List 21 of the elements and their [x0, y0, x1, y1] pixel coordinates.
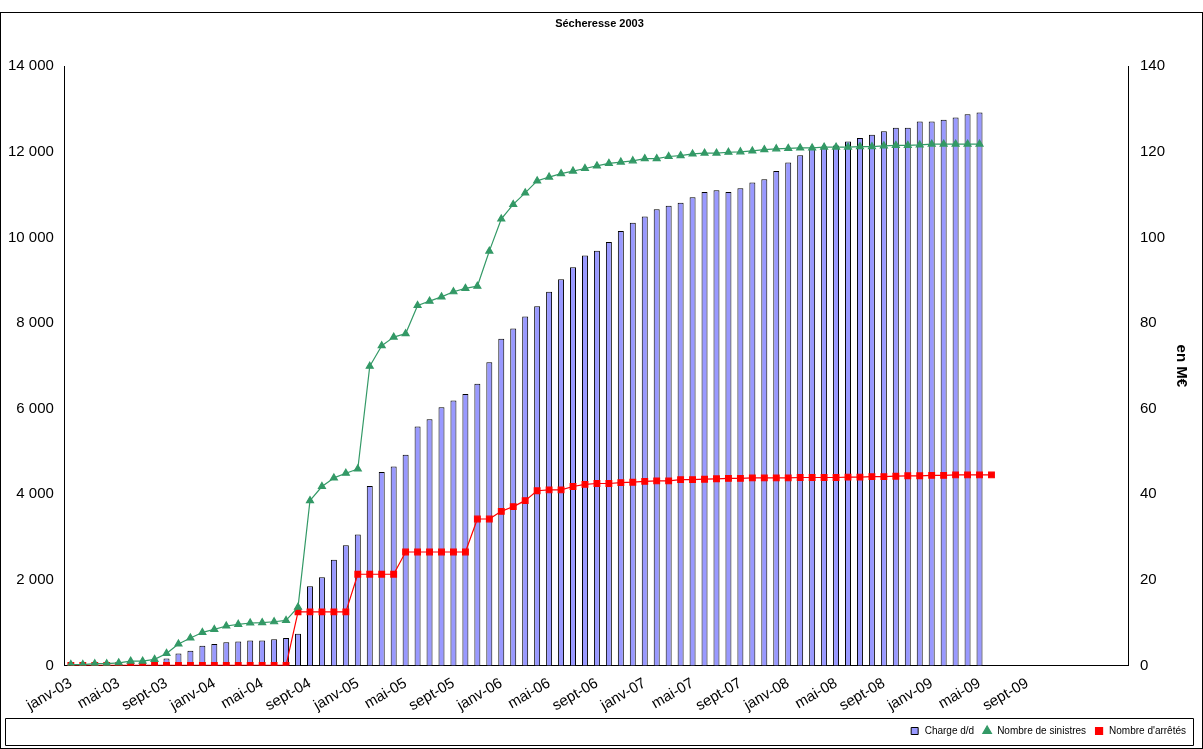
chart-title: Sécheresse 2003	[555, 16, 644, 29]
y2-tick-label: 20	[1139, 569, 1157, 587]
y-tick-label: 6 000	[16, 398, 54, 416]
y-tick-label: 2 000	[16, 569, 54, 587]
y-tick-label: 14 000	[7, 56, 54, 74]
y-tick-label: 0	[45, 655, 54, 673]
y2-tick-label: 140	[1139, 56, 1165, 74]
y-tick-label: 12 000	[7, 141, 54, 159]
legend-label: Nombre d'arrêtés	[1109, 724, 1187, 736]
y2-tick-label: 100	[1139, 227, 1165, 245]
y-tick-label: 4 000	[16, 484, 54, 502]
y2-tick-label: 80	[1139, 313, 1157, 331]
y2-axis-title: en M€	[1173, 344, 1191, 388]
y-tick-label: 10 000	[7, 227, 54, 245]
legend-label: Nombre de sinistres	[997, 724, 1087, 736]
legend-label: Charge d/d	[924, 724, 975, 736]
y2-tick-label: 60	[1139, 398, 1157, 416]
y-tick-label: 8 000	[16, 313, 54, 331]
y2-tick-label: 40	[1139, 484, 1157, 502]
y2-tick-label: 0	[1139, 655, 1149, 673]
y2-tick-label: 120	[1139, 141, 1165, 159]
